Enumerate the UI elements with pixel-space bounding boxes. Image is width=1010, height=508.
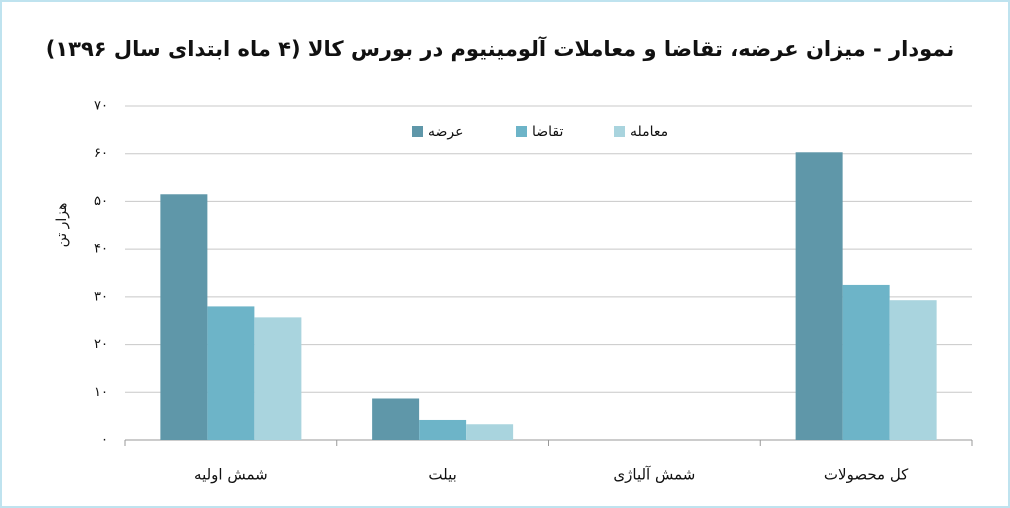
y-tick-label: ۲۰ xyxy=(94,337,108,352)
legend-swatch xyxy=(412,126,423,137)
y-tick-label: ۶۰ xyxy=(94,146,108,161)
y-tick-label: ۰ xyxy=(101,433,108,448)
bar xyxy=(419,419,467,440)
x-tick-label: شمش اولیه xyxy=(194,466,268,484)
bar xyxy=(889,300,937,440)
y-tick-label: ۱۰ xyxy=(94,385,108,400)
bar xyxy=(254,317,302,440)
legend-swatch xyxy=(614,126,625,137)
y-tick-label: ۷۰ xyxy=(94,99,108,114)
legend-label: معامله xyxy=(630,124,668,140)
x-tick-label: کل محصولات xyxy=(824,466,909,484)
bar xyxy=(466,424,514,440)
bar xyxy=(795,152,843,441)
legend-swatch xyxy=(516,126,527,137)
y-tick-label: ۴۰ xyxy=(94,242,108,257)
chart-title: نمودار - میزان عرضه، تقاضا و معاملات آلو… xyxy=(46,36,955,61)
y-tick-label: ۵۰ xyxy=(94,194,108,209)
x-tick-label: بیلت xyxy=(428,466,456,484)
bar xyxy=(372,398,420,440)
legend-label: عرضه xyxy=(428,124,463,140)
bar xyxy=(842,284,890,440)
bar xyxy=(160,194,208,440)
bar xyxy=(207,306,255,440)
legend-label: تقاضا xyxy=(532,124,564,140)
x-tick-label: شمش آلیاژی xyxy=(613,466,695,484)
y-tick-label: ۳۰ xyxy=(94,289,108,304)
y-axis-label: هزار تن xyxy=(54,203,70,248)
